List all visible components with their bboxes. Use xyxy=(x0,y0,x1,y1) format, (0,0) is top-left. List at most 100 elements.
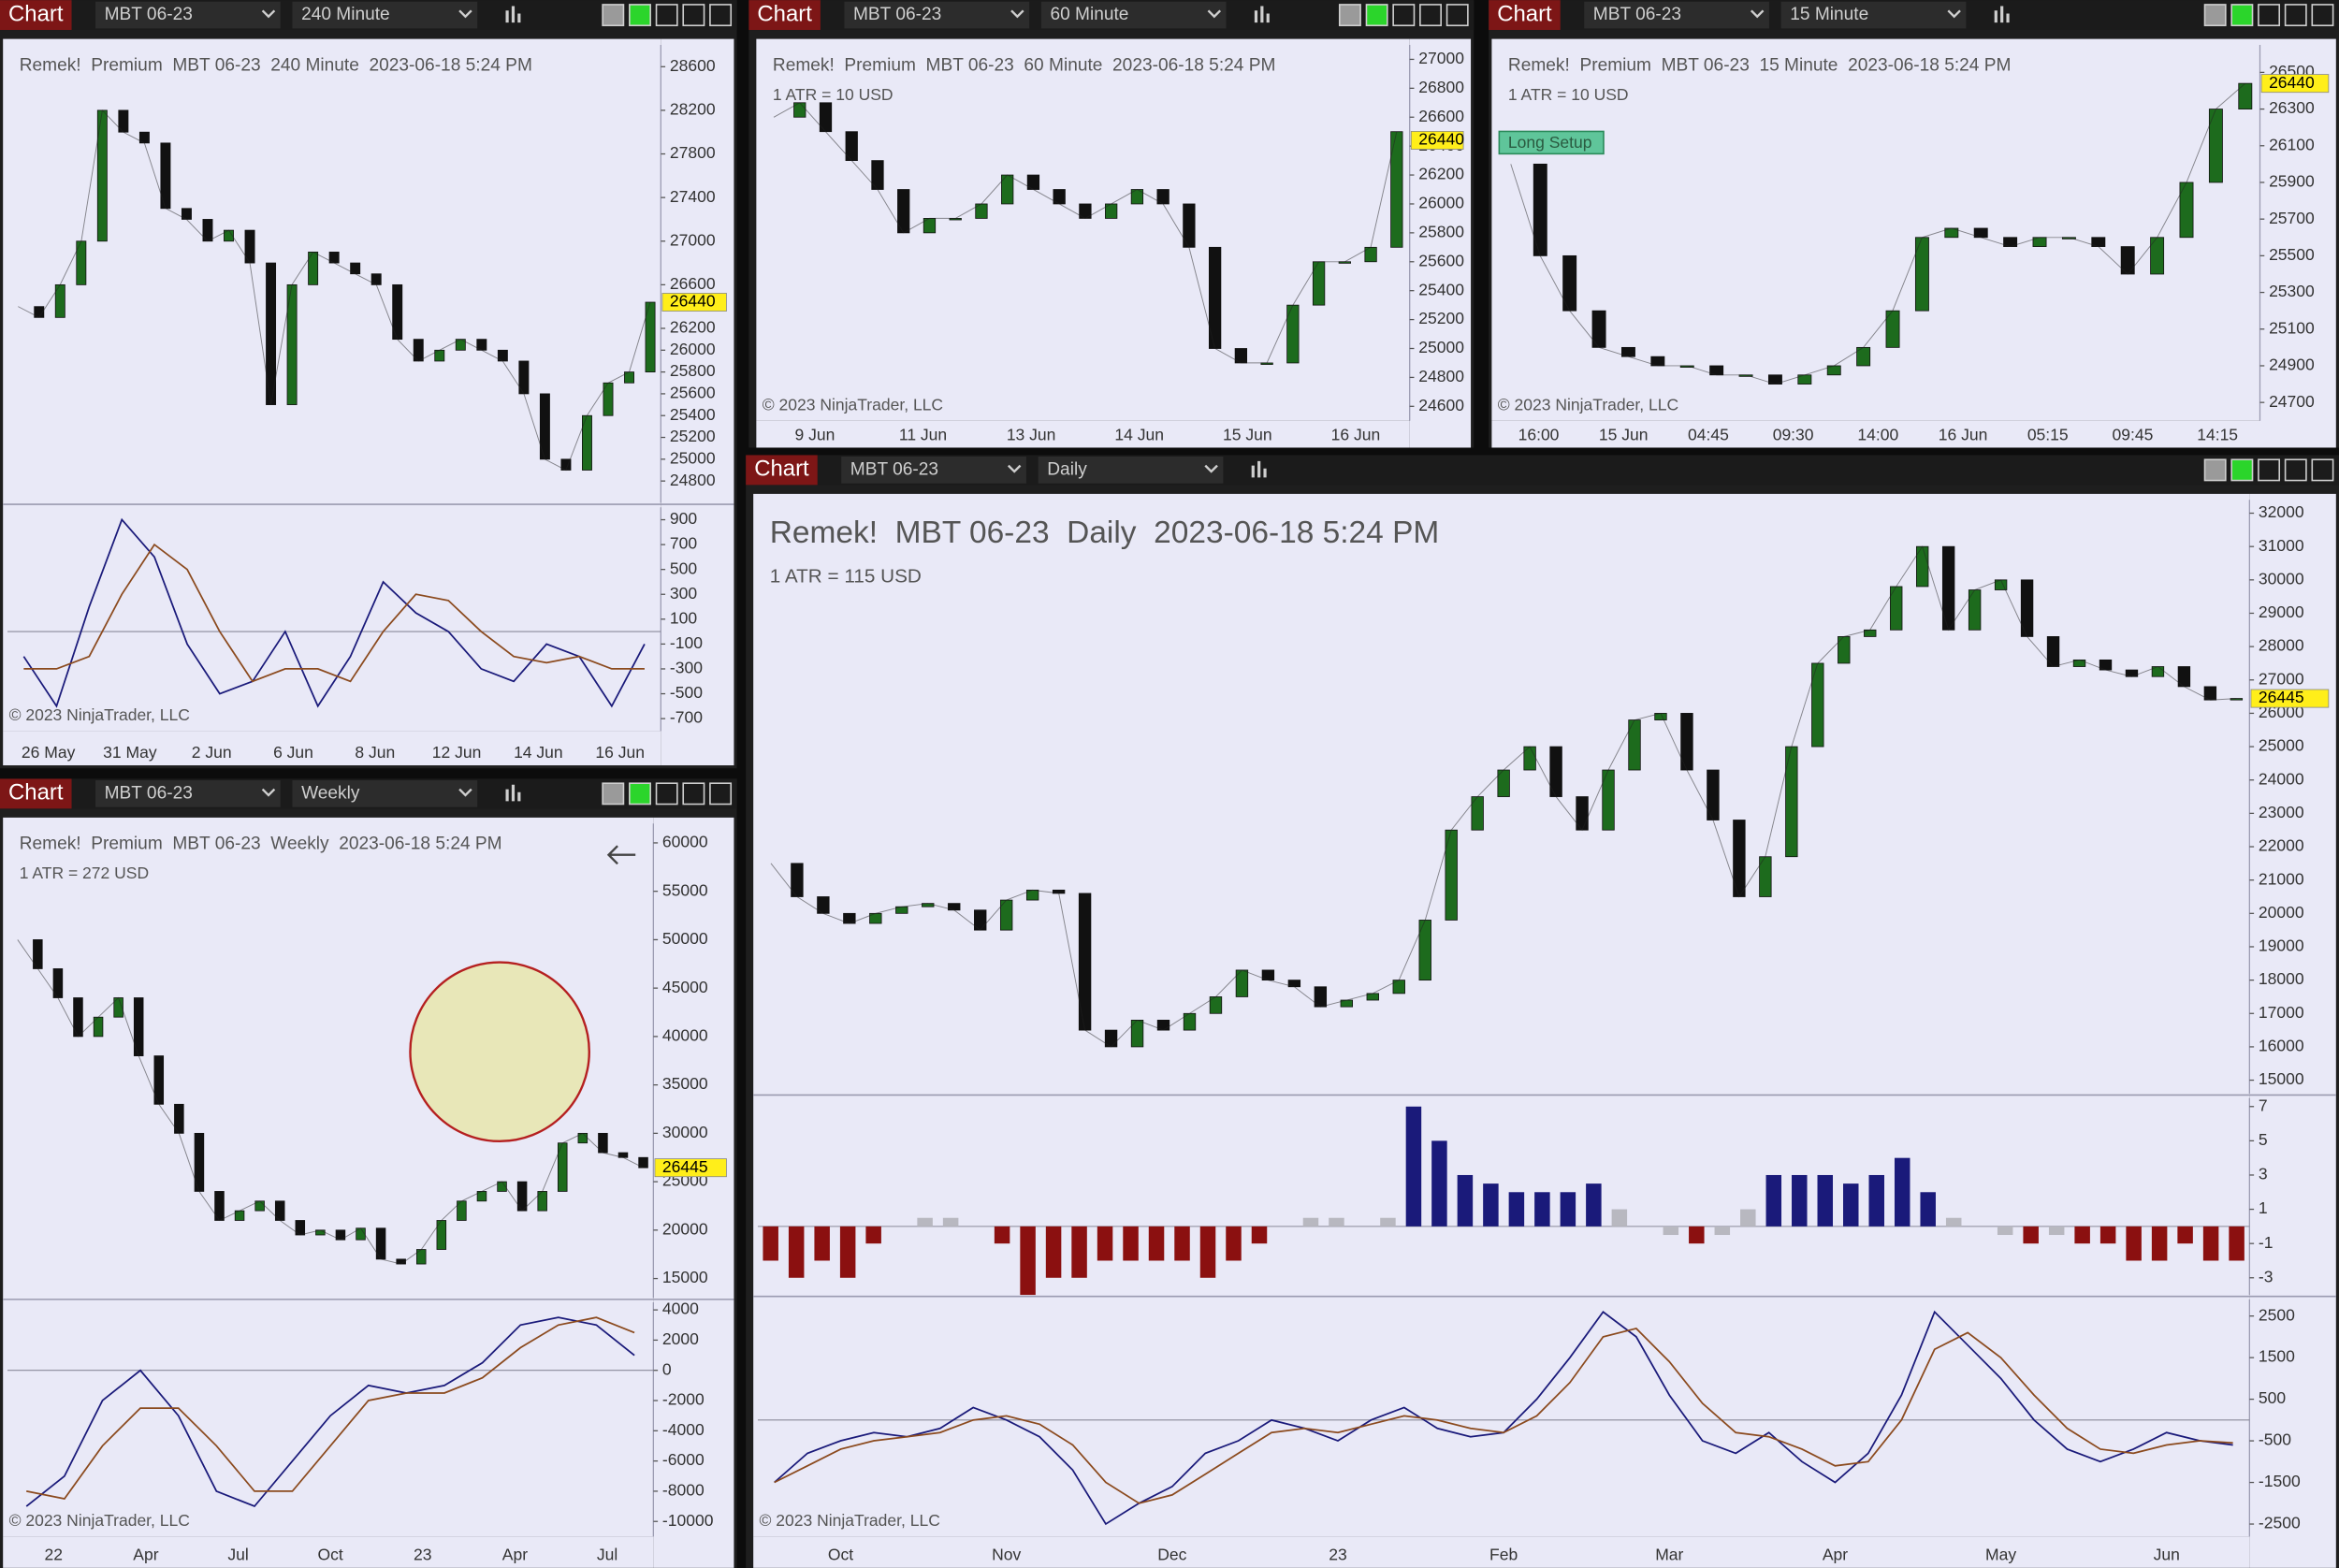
window-button[interactable] xyxy=(2311,458,2334,482)
x-tick-label: Apr xyxy=(502,1546,528,1564)
instrument-text[interactable]: MBT 06-23 xyxy=(853,5,941,24)
y-tick-label: 27000 xyxy=(2259,669,2304,688)
histogram-bar xyxy=(1329,1217,1344,1227)
axis-area xyxy=(1409,38,1472,448)
window-button[interactable] xyxy=(2311,4,2334,27)
chart-header: Remek! Premium MBT 06-23 240 Minute 2023… xyxy=(20,55,532,75)
x-tick-label: 13 Jun xyxy=(1007,425,1056,443)
window-button[interactable] xyxy=(655,4,678,27)
instrument-dropdown[interactable] xyxy=(95,1,281,29)
instrument-text[interactable]: MBT 06-23 xyxy=(105,783,193,803)
window-button[interactable] xyxy=(1446,4,1469,27)
y-tick-label: 23000 xyxy=(2259,803,2304,821)
window-button[interactable] xyxy=(629,4,651,27)
window-button[interactable] xyxy=(2284,458,2307,482)
instrument-text[interactable]: MBT 06-23 xyxy=(850,459,938,479)
histogram-bar xyxy=(1843,1183,1859,1227)
price-tag: 26440 xyxy=(670,292,716,311)
back-arrow[interactable] xyxy=(606,845,636,865)
instrument-dropdown[interactable] xyxy=(844,1,1030,29)
bars-icon[interactable] xyxy=(1254,6,1270,23)
y-tick-label: 26000 xyxy=(670,340,716,358)
annotation-box xyxy=(1498,130,1605,155)
x-tick-label: 14 Jun xyxy=(1114,425,1164,443)
x-tick-label: 15 Jun xyxy=(1599,425,1649,443)
interval-dropdown[interactable] xyxy=(1040,1,1227,29)
y-tick-label: 25000 xyxy=(670,448,716,467)
window-button[interactable] xyxy=(629,782,651,806)
histogram-bar xyxy=(2151,1226,2168,1261)
bars-icon[interactable] xyxy=(1251,460,1267,478)
instrument-text[interactable]: MBT 06-23 xyxy=(105,5,193,24)
interval-text[interactable]: Weekly xyxy=(301,783,360,803)
y-tick-label: 25200 xyxy=(670,427,716,445)
y-tick-label: 28000 xyxy=(2259,636,2304,655)
window-button[interactable] xyxy=(2203,458,2227,482)
window-button[interactable] xyxy=(709,782,733,806)
interval-dropdown[interactable] xyxy=(1038,457,1224,484)
window-button[interactable] xyxy=(1419,4,1442,27)
histogram-bar xyxy=(917,1217,933,1227)
y-tick-label: 25700 xyxy=(2269,209,2315,227)
interval-dropdown[interactable] xyxy=(1780,1,1967,29)
interval-dropdown[interactable] xyxy=(292,780,478,807)
y-tick-label: 1 xyxy=(2259,1198,2268,1217)
window-button[interactable] xyxy=(602,4,625,27)
window-button[interactable] xyxy=(1338,4,1361,27)
histogram-bar xyxy=(1302,1217,1319,1227)
window-button[interactable] xyxy=(2230,458,2254,482)
window-button[interactable] xyxy=(2203,4,2227,27)
window-button[interactable] xyxy=(2258,4,2281,27)
window-button[interactable] xyxy=(682,4,705,27)
instrument-dropdown[interactable] xyxy=(1584,1,1769,29)
interval-text[interactable]: 240 Minute xyxy=(301,5,390,24)
interval-dropdown[interactable] xyxy=(292,1,478,29)
bars-icon[interactable] xyxy=(505,6,521,23)
interval-text[interactable]: 60 Minute xyxy=(1050,5,1128,24)
histogram-bar xyxy=(1148,1226,1165,1261)
oscillator-line xyxy=(22,517,646,708)
window-button[interactable] xyxy=(602,782,625,806)
bars-icon[interactable] xyxy=(505,784,521,802)
y-tick-label: 26200 xyxy=(670,318,716,337)
y-tick-label: 25100 xyxy=(2269,318,2315,337)
y-tick-label: 26200 xyxy=(1418,165,1464,183)
y-tick-label: -500 xyxy=(670,683,703,702)
histogram-bar xyxy=(2229,1226,2245,1261)
histogram-bar xyxy=(1997,1226,2013,1236)
histogram-bar xyxy=(839,1226,856,1278)
histogram-bar xyxy=(1868,1174,1884,1227)
y-tick-label: 100 xyxy=(670,608,697,627)
window-button[interactable] xyxy=(709,4,733,27)
window-button[interactable] xyxy=(2284,4,2307,27)
instrument-text[interactable]: MBT 06-23 xyxy=(1593,5,1681,24)
window-button[interactable] xyxy=(2230,4,2254,27)
price-tag: 26440 xyxy=(2269,73,2315,92)
x-tick-label: 23 xyxy=(1329,1546,1346,1564)
instrument-dropdown[interactable] xyxy=(841,457,1026,484)
window-button[interactable] xyxy=(655,782,678,806)
histogram-bar xyxy=(1174,1226,1190,1261)
y-tick-label: 2500 xyxy=(2259,1305,2295,1324)
histogram-bar xyxy=(1457,1174,1474,1227)
y-tick-label: 3 xyxy=(2259,1165,2268,1183)
histogram-bar xyxy=(1663,1226,1679,1236)
window-button[interactable] xyxy=(1392,4,1416,27)
window-button[interactable] xyxy=(682,782,705,806)
window-button[interactable] xyxy=(2258,458,2281,482)
y-tick-label: 55000 xyxy=(662,880,708,899)
y-tick-label: 500 xyxy=(2259,1388,2286,1407)
y-tick-label: 27800 xyxy=(670,143,716,162)
interval-text[interactable]: 15 Minute xyxy=(1790,5,1868,24)
y-tick-label: 25400 xyxy=(670,405,716,424)
y-tick-label: 26600 xyxy=(670,274,716,293)
window-button[interactable] xyxy=(1365,4,1388,27)
interval-text[interactable]: Daily xyxy=(1047,459,1087,479)
price-tag: 26445 xyxy=(662,1157,708,1176)
y-tick-label: 20000 xyxy=(662,1219,708,1238)
y-tick-label: 26600 xyxy=(1418,107,1464,125)
instrument-dropdown[interactable] xyxy=(95,780,281,807)
chart-label-bg xyxy=(0,0,72,31)
oscillator-line xyxy=(26,1316,635,1501)
bars-icon[interactable] xyxy=(1994,6,2010,23)
